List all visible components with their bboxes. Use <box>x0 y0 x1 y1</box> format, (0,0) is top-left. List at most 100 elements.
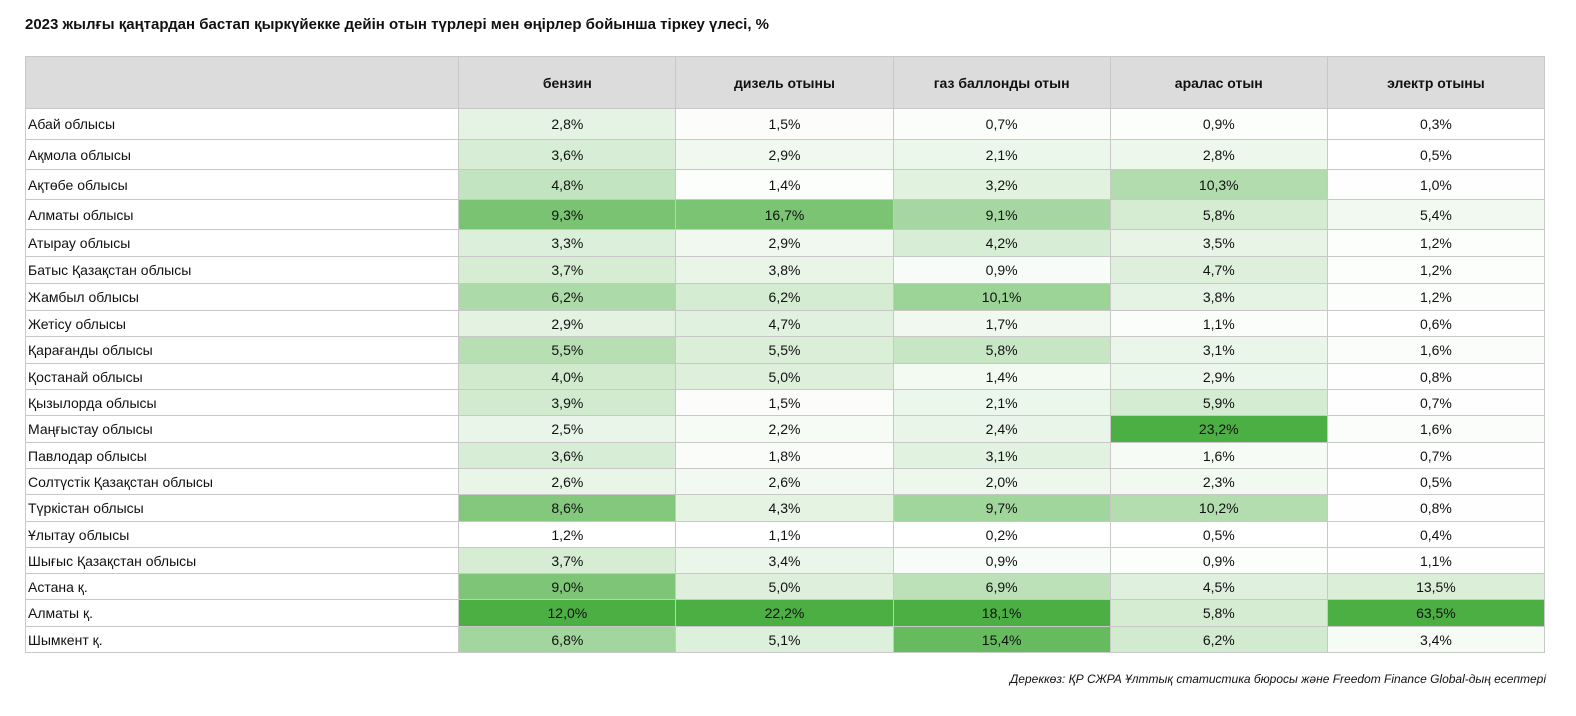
heatmap-cell: 3,4% <box>675 547 894 574</box>
heatmap-cell: 0,2% <box>892 521 1111 548</box>
heatmap-cell: 3,8% <box>675 256 894 284</box>
heatmap-cell: 18,1% <box>892 599 1111 627</box>
table-row: Ақмола облысы 3,6% 2,9% 2,1% 2,8% 0,5% <box>24 139 1546 170</box>
table-row: Жамбыл облысы 6,2% 6,2% 10,1% 3,8% 1,2% <box>24 283 1546 311</box>
column-header: газ баллонды отын <box>892 56 1111 109</box>
heatmap-cell: 9,0% <box>458 573 677 600</box>
table-row: Маңғыстау облысы 2,5% 2,2% 2,4% 23,2% 1,6% <box>24 415 1546 443</box>
heatmap-cell: 2,1% <box>892 389 1111 416</box>
column-header: дизель отыны <box>675 56 894 109</box>
heatmap-cell: 3,7% <box>458 256 677 284</box>
heatmap-table: бензин дизель отыны газ баллонды отын ар… <box>24 56 1546 653</box>
region-label: Солтүстік Қазақстан облысы <box>24 468 460 495</box>
heatmap-cell: 9,3% <box>458 199 677 230</box>
header-corner-cell <box>24 56 460 109</box>
heatmap-cell: 0,8% <box>1326 363 1546 390</box>
region-label: Алматы қ. <box>24 599 460 627</box>
heatmap-cell: 0,9% <box>892 256 1111 284</box>
table-row: Шығыс Қазақстан облысы 3,7% 3,4% 0,9% 0,9% 1,… <box>24 547 1546 574</box>
heatmap-cell: 10,1% <box>892 283 1111 311</box>
region-label: Ұлытау облысы <box>24 521 460 548</box>
heatmap-cell: 3,2% <box>892 169 1111 200</box>
heatmap-cell: 0,6% <box>1326 310 1546 337</box>
heatmap-cell: 1,4% <box>675 169 894 200</box>
heatmap-cell: 5,0% <box>675 573 894 600</box>
region-label: Батыс Қазақстан облысы <box>24 256 460 284</box>
heatmap-cell: 1,2% <box>1326 283 1546 311</box>
heatmap-cell: 5,9% <box>1109 389 1328 416</box>
heatmap-cell: 2,6% <box>458 468 677 495</box>
heatmap-cell: 5,8% <box>892 336 1111 364</box>
region-label: Қостанай облысы <box>24 363 460 390</box>
heatmap-cell: 1,1% <box>1326 547 1546 574</box>
heatmap-cell: 4,7% <box>1109 256 1328 284</box>
region-label: Жетісу облысы <box>24 310 460 337</box>
heatmap-cell: 22,2% <box>675 599 894 627</box>
heatmap-cell: 1,4% <box>892 363 1111 390</box>
heatmap-cell: 3,1% <box>892 442 1111 469</box>
heatmap-cell: 3,8% <box>1109 283 1328 311</box>
heatmap-cell: 0,3% <box>1326 108 1546 140</box>
heatmap-cell: 3,3% <box>458 229 677 257</box>
region-label: Шымкент қ. <box>24 626 460 653</box>
heatmap-cell: 8,6% <box>458 494 677 522</box>
heatmap-cell: 2,6% <box>675 468 894 495</box>
table-row: Атырау облысы 3,3% 2,9% 4,2% 3,5% 1,2% <box>24 229 1546 257</box>
heatmap-cell: 1,2% <box>458 521 677 548</box>
heatmap-cell: 2,4% <box>892 415 1111 443</box>
heatmap-cell: 1,0% <box>1326 169 1546 200</box>
table-row: Қарағанды облысы 5,5% 5,5% 5,8% 3,1% 1,6% <box>24 336 1546 364</box>
column-header: аралас отын <box>1109 56 1328 109</box>
heatmap-cell: 4,3% <box>675 494 894 522</box>
heatmap-cell: 3,5% <box>1109 229 1328 257</box>
heatmap-cell: 4,8% <box>458 169 677 200</box>
heatmap-cell: 2,9% <box>675 139 894 170</box>
region-label: Қызылорда облысы <box>24 389 460 416</box>
region-label: Маңғыстау облысы <box>24 415 460 443</box>
heatmap-cell: 2,9% <box>1109 363 1328 390</box>
heatmap-cell: 1,7% <box>892 310 1111 337</box>
heatmap-cell: 1,8% <box>675 442 894 469</box>
table-row: Ұлытау облысы 1,2% 1,1% 0,2% 0,5% 0,4% <box>24 521 1546 548</box>
heatmap-cell: 3,7% <box>458 547 677 574</box>
heatmap-cell: 2,9% <box>458 310 677 337</box>
heatmap-cell: 13,5% <box>1326 573 1546 600</box>
heatmap-cell: 5,4% <box>1326 199 1546 230</box>
region-label: Жамбыл облысы <box>24 283 460 311</box>
region-label: Ақмола облысы <box>24 139 460 170</box>
heatmap-cell: 4,2% <box>892 229 1111 257</box>
heatmap-cell: 5,5% <box>675 336 894 364</box>
table-body: Абай облысы 2,8% 1,5% 0,7% 0,9% 0,3% Ақмола об… <box>24 108 1546 653</box>
table-row: Шымкент қ. 6,8% 5,1% 15,4% 6,2% 3,4% <box>24 626 1546 653</box>
heatmap-cell: 1,2% <box>1326 256 1546 284</box>
heatmap-cell: 0,5% <box>1326 468 1546 495</box>
region-label: Павлодар облысы <box>24 442 460 469</box>
heatmap-cell: 5,8% <box>1109 199 1328 230</box>
heatmap-cell: 2,2% <box>675 415 894 443</box>
heatmap-cell: 4,0% <box>458 363 677 390</box>
header-row: бензин дизель отыны газ баллонды отын ар… <box>24 56 1546 109</box>
table-row: Батыс Қазақстан облысы 3,7% 3,8% 0,9% 4,7% 1,… <box>24 256 1546 284</box>
heatmap-cell: 12,0% <box>458 599 677 627</box>
region-label: Шығыс Қазақстан облысы <box>24 547 460 574</box>
column-header: бензин <box>458 56 677 109</box>
table-row: Ақтөбе облысы 4,8% 1,4% 3,2% 10,3% 1,0% <box>24 169 1546 200</box>
region-label: Түркістан облысы <box>24 494 460 522</box>
heatmap-cell: 6,2% <box>675 283 894 311</box>
heatmap-cell: 5,8% <box>1109 599 1328 627</box>
heatmap-cell: 5,1% <box>675 626 894 653</box>
heatmap-cell: 6,9% <box>892 573 1111 600</box>
heatmap-cell: 1,1% <box>675 521 894 548</box>
heatmap-cell: 6,2% <box>1109 626 1328 653</box>
heatmap-cell: 5,5% <box>458 336 677 364</box>
heatmap-cell: 3,9% <box>458 389 677 416</box>
heatmap-cell: 10,2% <box>1109 494 1328 522</box>
source-note: Дереккөз: ҚР СЖРА Ұлттық статистика бюро… <box>1009 672 1546 686</box>
table-row: Абай облысы 2,8% 1,5% 0,7% 0,9% 0,3% <box>24 108 1546 140</box>
heatmap-cell: 0,5% <box>1326 139 1546 170</box>
heatmap-cell: 2,0% <box>892 468 1111 495</box>
table-row: Қостанай облысы 4,0% 5,0% 1,4% 2,9% 0,8% <box>24 363 1546 390</box>
heatmap-cell: 4,7% <box>675 310 894 337</box>
heatmap-cell: 9,1% <box>892 199 1111 230</box>
heatmap-cell: 2,5% <box>458 415 677 443</box>
